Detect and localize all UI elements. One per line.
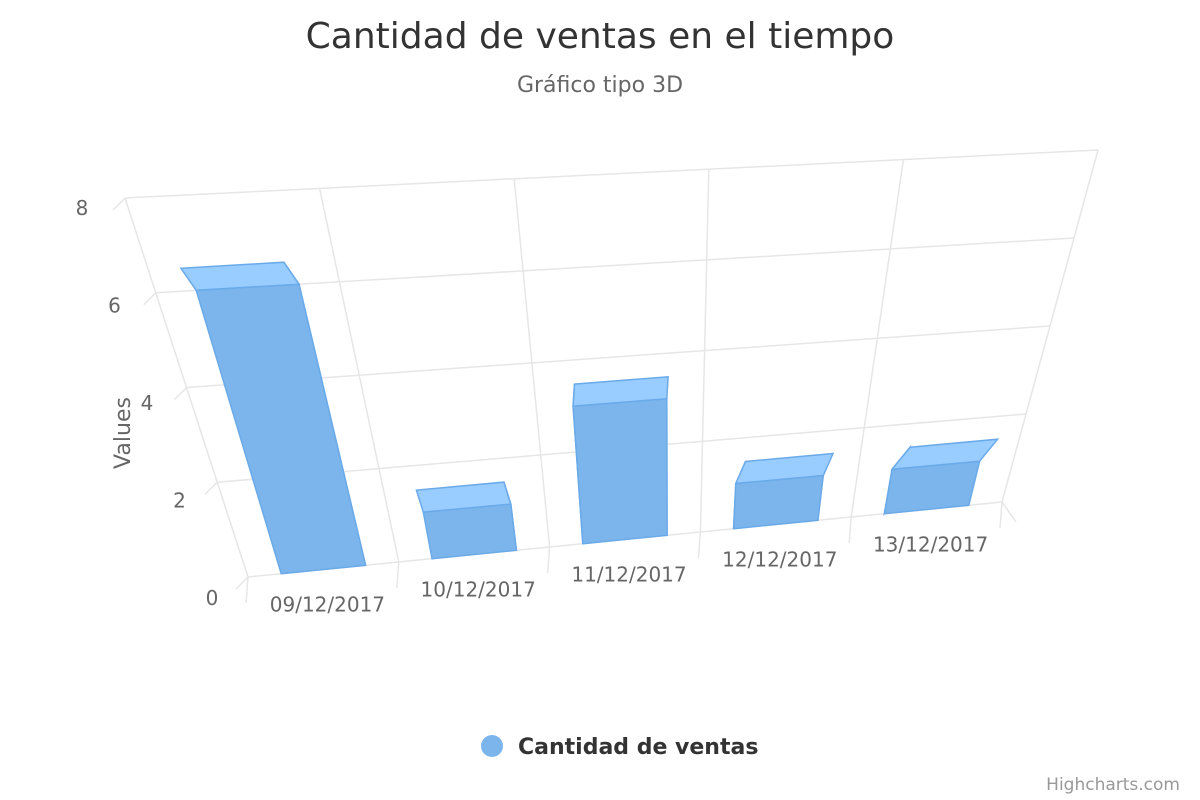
bar-11/12/2017[interactable] (572, 375, 669, 545)
bar-front-face (572, 397, 668, 545)
x-tick-mark (999, 501, 1003, 529)
grid-line-h (124, 149, 1099, 199)
bar-front-face (732, 474, 825, 530)
legend-item[interactable]: Cantidad de ventas (481, 735, 758, 760)
y-tick-label: 0 (206, 586, 219, 610)
bar-top-face (890, 438, 1000, 471)
bar-top-face (179, 261, 301, 292)
bar-front-face (422, 503, 518, 560)
bar-12/12/2017[interactable] (732, 452, 835, 530)
grid-line-v (318, 188, 400, 563)
y-tick-label: 8 (76, 196, 89, 220)
x-tick-mark (546, 546, 551, 574)
grid-tick-left (173, 386, 188, 401)
x-tick-mark (697, 531, 702, 559)
grid-corner-tick (1001, 501, 1017, 523)
bars (179, 261, 1000, 575)
x-tick-label: 10/12/2017 (421, 578, 536, 602)
grid-line-v (850, 159, 905, 518)
grid-line-v (513, 178, 551, 548)
bar-13/12/2017[interactable] (883, 438, 1000, 517)
y-tick-label: 4 (141, 391, 154, 415)
grid-lines (112, 149, 1099, 604)
x-tick-label: 11/12/2017 (571, 563, 686, 587)
legend-marker (481, 735, 503, 757)
y-tick-label: 6 (108, 294, 121, 318)
x-axis-ticks: 09/12/2017 10/12/2017 11/12/2017 12/12/2017… (270, 533, 988, 617)
bar-top-face (572, 375, 669, 407)
grid-line-v (699, 169, 710, 533)
bar-10/12/2017[interactable] (415, 481, 518, 560)
chart-subtitle: Gráfico tipo 3D (517, 73, 683, 98)
credits-link[interactable]: Highcharts.com (1046, 775, 1180, 795)
x-tick-mark (848, 516, 852, 544)
grid-line-v (124, 197, 249, 578)
bar-top-face (734, 452, 835, 485)
bar-09/12/2017[interactable] (179, 261, 367, 575)
y-axis-title: Values (111, 397, 136, 469)
grid-line-h (155, 237, 1075, 294)
grid-tick-left (143, 292, 157, 306)
x-tick-mark (245, 576, 249, 604)
y-tick-label: 2 (173, 489, 186, 513)
bar-front-face (195, 283, 367, 575)
x-tick-mark (396, 561, 400, 589)
x-tick-label: 09/12/2017 (270, 593, 385, 617)
x-tick-label: 13/12/2017 (873, 533, 988, 557)
grid-tick-left (112, 197, 126, 211)
grid-tick-left (204, 481, 218, 495)
chart-title: Cantidad de ventas en el tiempo (306, 16, 895, 57)
bar-top-face (415, 481, 512, 513)
grid-tick-left (235, 576, 249, 590)
x-tick-label: 12/12/2017 (722, 548, 837, 572)
legend-label: Cantidad de ventas (518, 735, 758, 760)
y-axis-ticks: 0 2 4 6 8 (76, 196, 219, 610)
grid-line-v (1001, 149, 1099, 503)
grid-line-h (186, 325, 1051, 389)
